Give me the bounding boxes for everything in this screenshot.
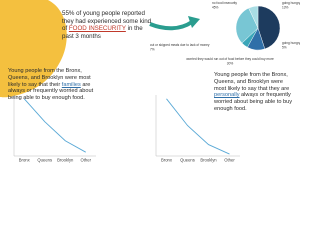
line — [23, 98, 86, 153]
text: always or frequently worried about being… — [214, 92, 293, 113]
pie-value-label: 13% — [282, 6, 289, 10]
decor-blob — [0, 0, 67, 98]
line — [166, 98, 230, 155]
pie-label: cut or skipped meals due to lack of mone… — [150, 43, 210, 47]
highlight: personally — [214, 92, 240, 99]
pie-value-label: 7% — [150, 48, 155, 52]
pie-value-label: 45% — [212, 6, 219, 10]
arrow — [149, 20, 194, 31]
headline: 55% of young people reported they had ex… — [62, 10, 154, 40]
pie-slice — [235, 7, 259, 44]
x-tick-label: Bronx — [161, 158, 173, 163]
text: Young people from the Bronx, Queens, and… — [214, 72, 290, 92]
x-tick-label: Brooklyn — [200, 158, 217, 163]
text: Young people from the Bronx, Queens, and… — [8, 68, 91, 88]
text: 55% of young people reported they had ex… — [62, 10, 152, 33]
pie-value-label: 5% — [282, 46, 287, 50]
pie-label: no food insecurity — [212, 1, 237, 5]
page: {"headline": {"before": "55% of young pe… — [0, 0, 300, 163]
pie-label: worried they would run out of food befor… — [186, 57, 274, 61]
text: in the past 3 months — [62, 25, 143, 40]
text: are always or frequently worried about b… — [8, 81, 94, 102]
caption: Young people from the Bronx, Queens, and… — [8, 68, 94, 102]
pie-label: going hungry often — [282, 41, 300, 45]
arrow-head — [188, 16, 200, 28]
highlight: families — [61, 81, 81, 88]
x-tick-label: Queens — [37, 158, 52, 163]
x-tick-label: Other — [81, 158, 92, 163]
pie-slice — [248, 5, 259, 29]
caption: Young people from the Bronx, Queens, and… — [214, 72, 296, 113]
highlight: FOOD INSECURITY — [68, 25, 126, 33]
x-tick-label: Other — [224, 158, 235, 163]
pie-value-label: 30% — [227, 62, 234, 66]
x-tick-label: Bronx — [19, 158, 31, 163]
pie-label: going hungry sometimes — [282, 1, 300, 5]
x-tick-label: Queens — [180, 158, 195, 163]
x-tick-label: Brooklyn — [57, 158, 74, 163]
pie-slice — [257, 5, 281, 50]
